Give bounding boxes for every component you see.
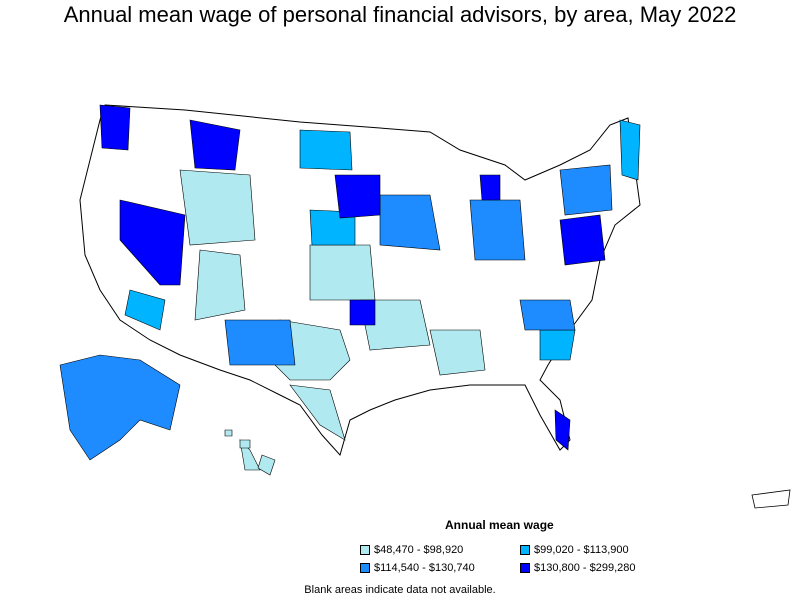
legend-item-tier-4: $130,800 - $299,280: [520, 562, 636, 574]
legend-label: $130,800 - $299,280: [534, 562, 636, 574]
data-availability-note: Blank areas indicate data not available.: [304, 584, 496, 596]
legend-swatch: [520, 545, 530, 555]
tier-4-regions: [99, 104, 606, 451]
hawaii-islands: [224, 429, 276, 476]
legend-swatch: [520, 563, 530, 573]
legend-item-tier-1: $48,470 - $98,920: [360, 544, 463, 556]
tier-3-regions: [59, 164, 613, 461]
legend-swatch: [360, 563, 370, 573]
legend-label: $114,540 - $130,740: [374, 562, 475, 574]
legend-item-tier-3: $114,540 - $130,740: [360, 562, 475, 574]
puerto-rico: [751, 489, 791, 509]
legend-label: $48,470 - $98,920: [374, 544, 464, 556]
legend-title: Annual mean wage: [445, 518, 554, 532]
map-title: Annual mean wage of personal financial a…: [63, 2, 737, 27]
tier-2-regions: [124, 119, 641, 361]
legend-item-tier-2: $99,020 - $113,900: [520, 544, 629, 556]
legend-swatch: [360, 545, 370, 555]
alaska-region: [59, 354, 181, 461]
legend-label: $99,020 - $113,900: [534, 544, 629, 556]
